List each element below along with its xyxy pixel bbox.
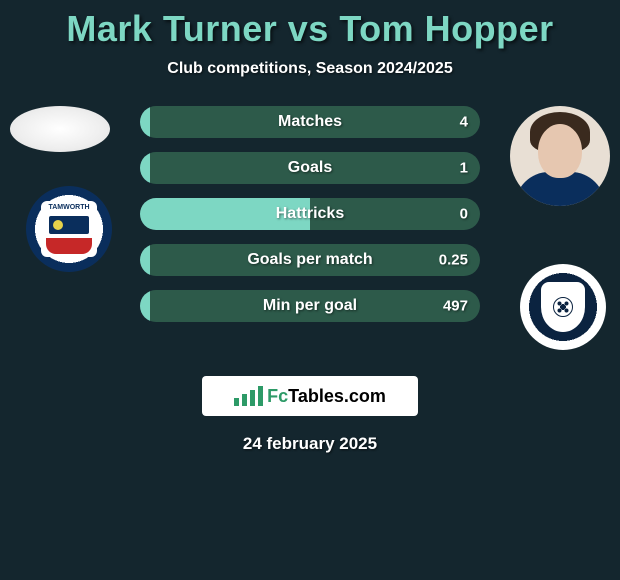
stat-value-p2: 497 bbox=[443, 298, 468, 315]
brand-badge: FcTables.com bbox=[202, 376, 418, 416]
tamworth-crest-icon: TAMWORTH bbox=[41, 201, 97, 257]
stat-bar-right bbox=[310, 198, 480, 230]
comparison-stage: TAMWORTH Matches4 Goals1 Hattricks0 Goals p… bbox=[0, 106, 620, 356]
stat-bar-left bbox=[140, 198, 310, 230]
stat-value-p2: 1 bbox=[460, 160, 468, 177]
stat-bar-left bbox=[140, 152, 150, 184]
brand-rest: Tables.com bbox=[288, 386, 386, 406]
southend-crest-icon bbox=[535, 279, 591, 335]
stat-row: Matches4 bbox=[140, 106, 480, 138]
stat-bar-right bbox=[150, 106, 480, 138]
stat-row: Min per goal497 bbox=[140, 290, 480, 322]
title-player1: Mark Turner bbox=[66, 8, 277, 49]
player2-club-badge bbox=[520, 264, 606, 350]
page-title: Mark Turner vs Tom Hopper bbox=[0, 8, 620, 50]
stat-bars: Matches4 Goals1 Hattricks0 Goals per match0… bbox=[140, 106, 480, 336]
infographic-root: Mark Turner vs Tom Hopper Club competiti… bbox=[0, 0, 620, 454]
stat-value-p2: 0.25 bbox=[439, 252, 468, 269]
brand-prefix: Fc bbox=[267, 386, 288, 406]
stat-bar-left bbox=[140, 290, 150, 322]
stat-pill: Matches4 bbox=[140, 106, 480, 138]
stat-row: Goals1 bbox=[140, 152, 480, 184]
stat-bar-right bbox=[150, 152, 480, 184]
player1-avatar bbox=[10, 106, 110, 152]
stat-bar-right bbox=[150, 244, 480, 276]
title-vs: vs bbox=[288, 8, 329, 49]
stat-bar-right bbox=[150, 290, 480, 322]
title-player2: Tom Hopper bbox=[339, 8, 553, 49]
stat-pill: Min per goal497 bbox=[140, 290, 480, 322]
stat-pill: Goals1 bbox=[140, 152, 480, 184]
stat-bar-left bbox=[140, 244, 150, 276]
subtitle: Club competitions, Season 2024/2025 bbox=[0, 60, 620, 78]
brand-text: FcTables.com bbox=[267, 386, 386, 407]
player2-avatar bbox=[510, 106, 610, 206]
stat-pill: Hattricks0 bbox=[140, 198, 480, 230]
player1-club-badge: TAMWORTH bbox=[26, 186, 112, 272]
bar-chart-icon bbox=[234, 386, 263, 406]
stat-pill: Goals per match0.25 bbox=[140, 244, 480, 276]
stat-bar-left bbox=[140, 106, 150, 138]
footer-date: 24 february 2025 bbox=[0, 434, 620, 454]
stat-value-p2: 4 bbox=[460, 114, 468, 131]
stat-value-p2: 0 bbox=[460, 206, 468, 223]
stat-row: Hattricks0 bbox=[140, 198, 480, 230]
stat-row: Goals per match0.25 bbox=[140, 244, 480, 276]
